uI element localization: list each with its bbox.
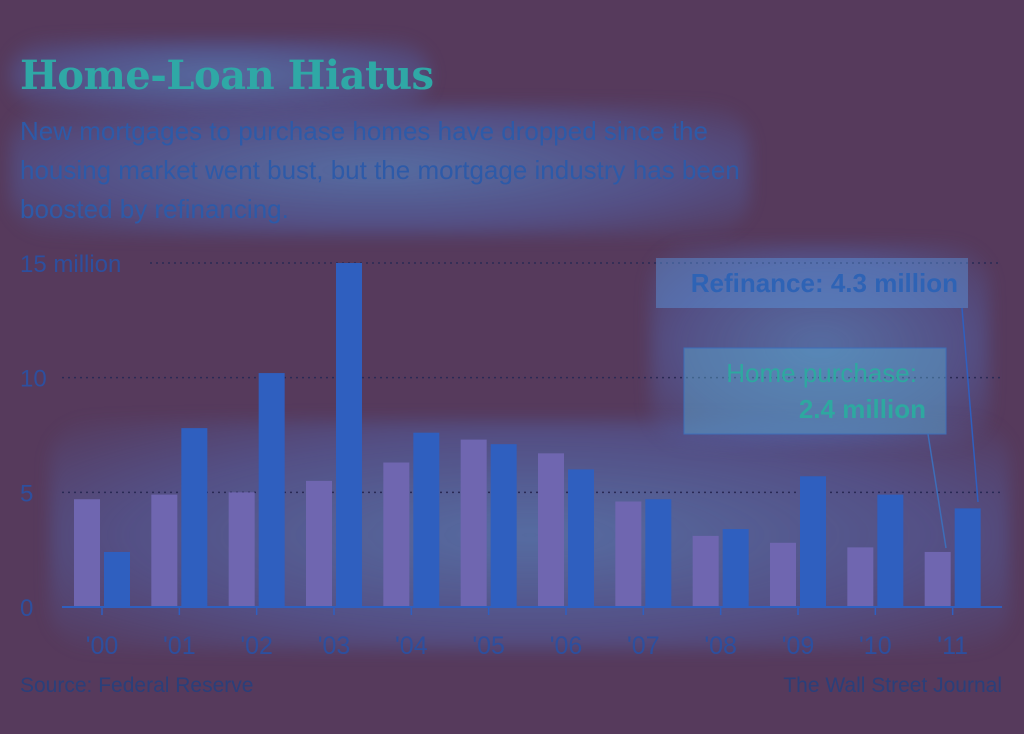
- x-tick-label: '07: [627, 632, 660, 660]
- purchase-annotation-line1: Home purchase:: [726, 358, 917, 388]
- y-axis-labels: 0 5 10 15 million: [20, 251, 121, 622]
- x-tick-label: '00: [86, 632, 119, 660]
- bar-home-purchase: [151, 494, 178, 607]
- refinance-annotation: Refinance: 4.3 million: [691, 268, 958, 298]
- x-tick-label: '03: [318, 632, 351, 660]
- x-tick-label: '05: [472, 632, 505, 660]
- y-tick-label: 5: [20, 480, 33, 507]
- purchase-leader-line: [927, 433, 947, 549]
- bar-home-purchase: [228, 492, 255, 607]
- bar-home-purchase: [74, 499, 100, 607]
- x-tick-label: '01: [163, 632, 196, 660]
- bar-refinance: [645, 499, 672, 607]
- bar-refinance: [877, 494, 904, 607]
- refinance-leader-line: [961, 307, 979, 503]
- bar-refinance: [181, 428, 208, 607]
- bar-home-purchase: [924, 551, 951, 607]
- bar-home-purchase: [692, 535, 719, 607]
- bar-refinance: [413, 432, 440, 607]
- x-tick-label: '09: [782, 632, 815, 660]
- bar-refinance: [258, 373, 285, 607]
- x-tick-label: '11: [937, 632, 968, 660]
- source-note: Source: Federal Reserve: [20, 674, 254, 697]
- bar-home-purchase: [383, 462, 410, 607]
- bar-refinance: [490, 444, 517, 607]
- x-tick-label: '06: [550, 632, 583, 660]
- x-tick-label: '04: [395, 632, 428, 660]
- bar-refinance: [722, 529, 749, 607]
- bar-refinance: [104, 551, 130, 607]
- x-axis-labels: '00 '01 '02 '03 '04 '05 '06 '07 '08 '09 '10 '11: [86, 607, 968, 660]
- refinance-annotation-box: [656, 258, 968, 308]
- bar-home-purchase: [615, 501, 642, 607]
- bar-refinance: [336, 263, 362, 607]
- y-tick-label: 0: [20, 595, 33, 622]
- bar-home-purchase: [306, 480, 332, 607]
- x-tick-label: '10: [859, 632, 892, 660]
- y-tick-label: 10: [20, 366, 47, 393]
- bar-refinance: [954, 508, 981, 607]
- bar-home-purchase: [460, 439, 487, 607]
- chart-subtitle: New mortgages to purchase homes have dro…: [20, 116, 740, 224]
- purchase-annotation-box: [683, 347, 947, 435]
- x-tick-label: '08: [704, 632, 737, 660]
- bar-refinance: [800, 476, 826, 607]
- bar-refinance: [568, 469, 594, 607]
- bars: [74, 263, 981, 607]
- y-tick-label: 15 million: [20, 251, 121, 278]
- purchase-annotation-line2: 2.4 million: [799, 394, 926, 424]
- bar-home-purchase: [847, 547, 874, 607]
- bar-home-purchase: [538, 453, 564, 607]
- bar-home-purchase: [770, 542, 796, 607]
- gridlines: [62, 262, 1002, 494]
- chart-title: Home-Loan Hiatus: [20, 52, 434, 99]
- x-tick-label: '02: [240, 632, 273, 660]
- publisher-credit: The Wall Street Journal: [783, 674, 1002, 697]
